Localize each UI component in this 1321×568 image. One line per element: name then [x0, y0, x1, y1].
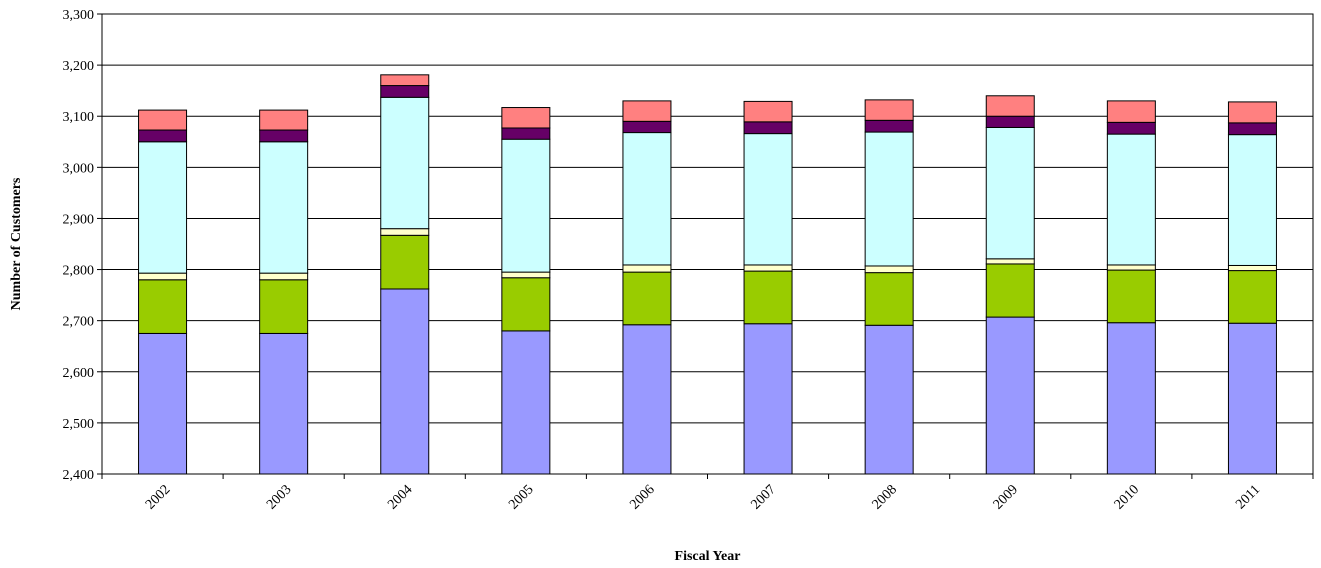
bar-stack	[985, 95, 1035, 475]
bar-stack	[622, 100, 672, 475]
y-tick-label: 2,900	[63, 212, 95, 227]
bar-segment	[138, 141, 188, 274]
bar-segment	[1106, 264, 1156, 271]
bar-segment	[501, 127, 551, 140]
x-tick-label: 2003	[264, 482, 294, 512]
bar-segment	[380, 96, 430, 230]
bar-segment	[501, 271, 551, 279]
bar-segment	[622, 100, 672, 122]
bar-segment	[380, 234, 430, 290]
bar-segment	[501, 330, 551, 475]
bar-segment	[864, 265, 914, 274]
bar-segment	[743, 100, 793, 123]
bar-segment	[985, 95, 1035, 117]
bar-segment	[259, 129, 309, 143]
x-tick-label: 2006	[627, 482, 657, 512]
y-tick-label: 2,500	[63, 417, 95, 432]
bar-segment	[743, 264, 793, 272]
bar-segment	[743, 270, 793, 325]
bar-segment	[1227, 134, 1277, 266]
bar-segment	[1106, 121, 1156, 135]
bar-stack	[743, 100, 793, 475]
bar-stack	[864, 99, 914, 475]
y-tick-label: 2,600	[63, 366, 95, 381]
bar-segment	[380, 228, 430, 236]
bar-segment	[501, 138, 551, 273]
bar-segment	[985, 263, 1035, 318]
bar-stack	[380, 74, 430, 475]
bar-segment	[985, 258, 1035, 265]
bar-segment	[622, 271, 672, 326]
bar-segment	[259, 279, 309, 334]
bar-segment	[1227, 322, 1277, 475]
bar-segment	[259, 332, 309, 475]
bar-segment	[864, 119, 914, 133]
bar-segment	[380, 288, 430, 475]
bar-stack	[501, 107, 551, 475]
bar-segment	[864, 324, 914, 475]
bar-segment	[864, 272, 914, 326]
y-tick-label: 3,000	[63, 161, 95, 176]
y-tick-label: 3,100	[63, 110, 95, 125]
bar-segment	[1227, 264, 1277, 272]
bar-segment	[259, 141, 309, 274]
bars	[138, 74, 1277, 475]
x-tick-label: 2008	[870, 482, 900, 512]
bar-segment	[138, 272, 188, 281]
bar-segment	[1106, 322, 1156, 475]
bar-segment	[138, 129, 188, 143]
y-tick-label: 2,700	[63, 315, 95, 330]
bar-segment	[380, 85, 430, 98]
bar-stack	[138, 109, 188, 475]
bar-segment	[622, 324, 672, 475]
bar-segment	[1106, 133, 1156, 266]
x-tick-label: 2011	[1233, 482, 1263, 512]
bar-segment	[380, 74, 430, 87]
bar-segment	[1106, 100, 1156, 123]
bar-segment	[138, 109, 188, 131]
bar-segment	[622, 264, 672, 273]
bar-stack	[1227, 101, 1277, 475]
y-tick-label: 3,200	[63, 59, 95, 74]
y-tick-label: 3,300	[63, 8, 95, 23]
x-tick-label: 2004	[385, 482, 415, 512]
bar-segment	[985, 316, 1035, 475]
x-tick-label: 2007	[748, 482, 778, 512]
bar-segment	[259, 272, 309, 281]
bar-segment	[1227, 101, 1277, 124]
y-axis-title: Number of Customers	[9, 177, 24, 310]
bar-segment	[501, 277, 551, 332]
bar-segment	[138, 279, 188, 334]
bar-segment	[864, 131, 914, 267]
bar-segment	[743, 121, 793, 135]
x-axis-title: Fiscal Year	[675, 549, 741, 564]
bar-segment	[1227, 270, 1277, 324]
y-axis: 2,400 2,500 2,600 2,700 2,800 2,900 3,000 3,100…	[63, 8, 102, 483]
bar-stack	[259, 109, 309, 475]
bar-segment	[501, 107, 551, 129]
bar-segment	[259, 109, 309, 131]
bar-segment	[864, 99, 914, 121]
y-tick-label: 2,400	[63, 468, 95, 483]
bar-segment	[1106, 269, 1156, 324]
x-tick-label: 2002	[143, 482, 173, 512]
x-tick-label: 2010	[1112, 482, 1142, 512]
bar-segment	[743, 323, 793, 475]
bar-segment	[138, 332, 188, 475]
bar-segment	[743, 133, 793, 266]
x-tick-label: 2005	[506, 482, 536, 512]
bar-segment	[985, 115, 1035, 128]
x-tick-label: 2009	[991, 482, 1021, 512]
y-tick-label: 2,800	[63, 264, 95, 279]
bar-stack	[1106, 100, 1156, 475]
bar-segment	[622, 132, 672, 266]
bar-segment	[1227, 122, 1277, 136]
bar-segment	[622, 120, 672, 134]
x-axis: 2002 2003 2004 2005 2006 2007 2008 2009 2010 2011	[101, 474, 1314, 513]
bar-segment	[985, 126, 1035, 260]
